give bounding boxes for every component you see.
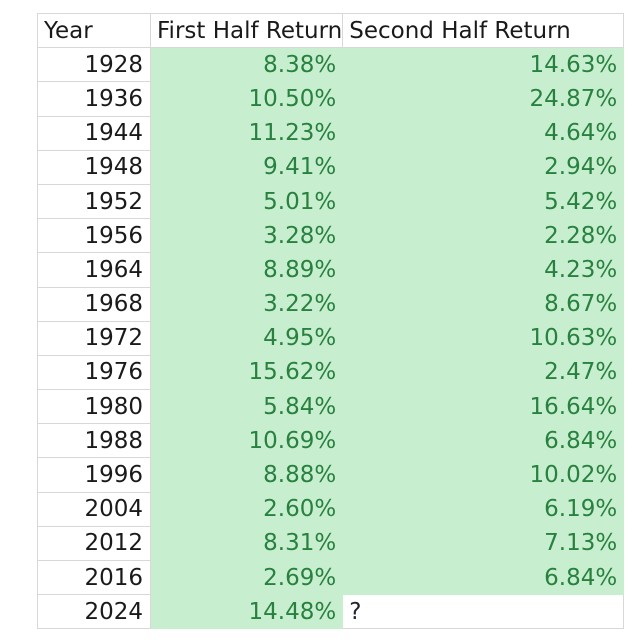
table-row: 1972 4.95% 10.63% [37,320,625,356]
column-header-first-half[interactable]: First Half Return [149,12,344,49]
first-half-cell[interactable]: 10.69% [149,423,344,459]
first-half-cell[interactable]: 2.69% [149,559,344,596]
first-half-cell[interactable]: 8.31% [149,525,344,562]
year-cell[interactable]: 2024 [37,594,151,630]
second-half-cell[interactable]: 10.63% [342,320,625,356]
year-cell[interactable]: 1936 [37,81,151,117]
table-row: 1952 5.01% 5.42% [37,183,625,220]
table-row: 2004 2.60% 6.19% [37,491,625,527]
table-row: 1964 8.89% 4.23% [37,252,625,288]
table-row: 1968 3.22% 8.67% [37,286,625,322]
second-half-cell[interactable]: 2.47% [342,354,625,391]
first-half-cell[interactable]: 3.22% [149,286,344,322]
second-half-cell[interactable]: 14.63% [342,47,625,83]
year-cell[interactable]: 1988 [37,423,151,459]
year-cell[interactable]: 1968 [37,286,151,322]
second-half-cell[interactable]: 2.94% [342,149,625,185]
spreadsheet-region: Year First Half Return Second Half Retur… [37,12,625,630]
table-row: 2016 2.69% 6.84% [37,559,625,596]
first-half-cell[interactable]: 9.41% [149,149,344,185]
second-half-cell[interactable]: 6.84% [342,423,625,459]
second-half-cell[interactable]: ? [342,594,625,630]
table-row: 1956 3.28% 2.28% [37,218,625,254]
table-body: 1928 8.38% 14.63% 1936 10.50% 24.87% 194… [37,47,625,630]
first-half-cell[interactable]: 2.60% [149,491,344,527]
first-half-cell[interactable]: 8.89% [149,252,344,288]
first-half-cell[interactable]: 5.01% [149,183,344,220]
year-cell[interactable]: 1928 [37,47,151,83]
second-half-cell[interactable]: 7.13% [342,525,625,562]
second-half-cell[interactable]: 24.87% [342,81,625,117]
year-cell[interactable]: 1956 [37,218,151,254]
second-half-cell[interactable]: 6.19% [342,491,625,527]
table-row: 1936 10.50% 24.87% [37,81,625,117]
table-row: 1928 8.38% 14.63% [37,47,625,83]
second-half-cell[interactable]: 5.42% [342,183,625,220]
column-header-year[interactable]: Year [37,12,151,49]
year-cell[interactable]: 1948 [37,149,151,185]
table-row: 1976 15.62% 2.47% [37,354,625,391]
first-half-cell[interactable]: 5.84% [149,389,344,425]
first-half-cell[interactable]: 4.95% [149,320,344,356]
second-half-cell[interactable]: 4.64% [342,115,625,151]
table-row: 1948 9.41% 2.94% [37,149,625,185]
table-row: 2024 14.48% ? [37,594,625,630]
header-row: Year First Half Return Second Half Retur… [37,12,625,49]
returns-table: Year First Half Return Second Half Retur… [37,12,625,630]
first-half-cell[interactable]: 8.88% [149,457,344,493]
table-row: 1980 5.84% 16.64% [37,389,625,425]
year-cell[interactable]: 1980 [37,389,151,425]
first-half-cell[interactable]: 15.62% [149,354,344,391]
second-half-cell[interactable]: 4.23% [342,252,625,288]
year-cell[interactable]: 1976 [37,354,151,391]
first-half-cell[interactable]: 3.28% [149,218,344,254]
table-row: 1996 8.88% 10.02% [37,457,625,493]
second-half-cell[interactable]: 6.84% [342,559,625,596]
first-half-cell[interactable]: 8.38% [149,47,344,83]
table-row: 1944 11.23% 4.64% [37,115,625,151]
year-cell[interactable]: 2016 [37,559,151,596]
year-cell[interactable]: 1952 [37,183,151,220]
first-half-cell[interactable]: 14.48% [149,594,344,630]
second-half-cell[interactable]: 16.64% [342,389,625,425]
year-cell[interactable]: 1972 [37,320,151,356]
first-half-cell[interactable]: 10.50% [149,81,344,117]
second-half-cell[interactable]: 2.28% [342,218,625,254]
column-header-second-half[interactable]: Second Half Return [342,12,625,49]
year-cell[interactable]: 1964 [37,252,151,288]
table-row: 2012 8.31% 7.13% [37,525,625,562]
second-half-cell[interactable]: 8.67% [342,286,625,322]
table-header: Year First Half Return Second Half Retur… [37,12,625,49]
year-cell[interactable]: 2012 [37,525,151,562]
table-row: 1988 10.69% 6.84% [37,423,625,459]
year-cell[interactable]: 1944 [37,115,151,151]
year-cell[interactable]: 1996 [37,457,151,493]
second-half-cell[interactable]: 10.02% [342,457,625,493]
year-cell[interactable]: 2004 [37,491,151,527]
first-half-cell[interactable]: 11.23% [149,115,344,151]
